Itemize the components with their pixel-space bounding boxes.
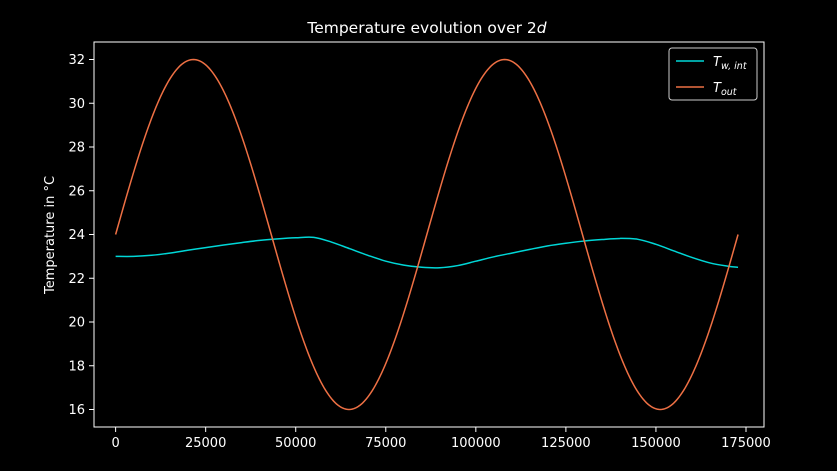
y-tick-label: 22 (68, 272, 85, 287)
legend-label-t-out: Tout (713, 81, 738, 98)
y-tick-label: 28 (68, 141, 85, 156)
legend-label-tout-sub: out (721, 87, 738, 98)
x-tick-label: 175000 (721, 436, 771, 451)
x-tick-label: 100000 (451, 436, 501, 451)
y-tick-label: 18 (68, 359, 85, 374)
legend: Tw, int Tout (668, 47, 758, 101)
x-tick-label: 125000 (541, 436, 591, 451)
series-line-tw-int (115, 236, 739, 269)
x-tick-label: 150000 (631, 436, 681, 451)
y-tick-label: 20 (68, 316, 85, 331)
x-tick-label: 50000 (275, 436, 316, 451)
y-tick-label: 16 (68, 403, 85, 418)
plot-frame (93, 41, 765, 428)
legend-label-tout-main: T (713, 81, 722, 96)
chart-title-italic: d (537, 19, 547, 37)
legend-label-tw-sub: w, int (721, 61, 748, 72)
y-tick-label: 24 (68, 228, 85, 243)
series-layer (114, 58, 739, 411)
y-axis: 16 18 20 22 24 26 28 30 32 (68, 53, 94, 418)
y-tick-label: 32 (68, 53, 85, 68)
y-tick-label: 30 (68, 97, 85, 112)
chart-title-text: Temperature evolution over 2 (306, 19, 536, 37)
x-tick-label: 25000 (185, 436, 226, 451)
series-line-t-out (114, 58, 739, 411)
legend-label-tw-main: T (713, 55, 722, 70)
chart-title: Temperature evolution over 2d (306, 19, 546, 37)
x-axis: 0 25000 50000 75000 100000 125000 150000 175000 (111, 427, 771, 451)
y-axis-label: Temperature in °C (43, 176, 58, 295)
legend-label-tw-int: Tw, int (713, 55, 748, 72)
y-tick-label: 26 (68, 184, 85, 199)
x-tick-label: 75000 (365, 436, 406, 451)
x-tick-label: 0 (111, 436, 119, 451)
